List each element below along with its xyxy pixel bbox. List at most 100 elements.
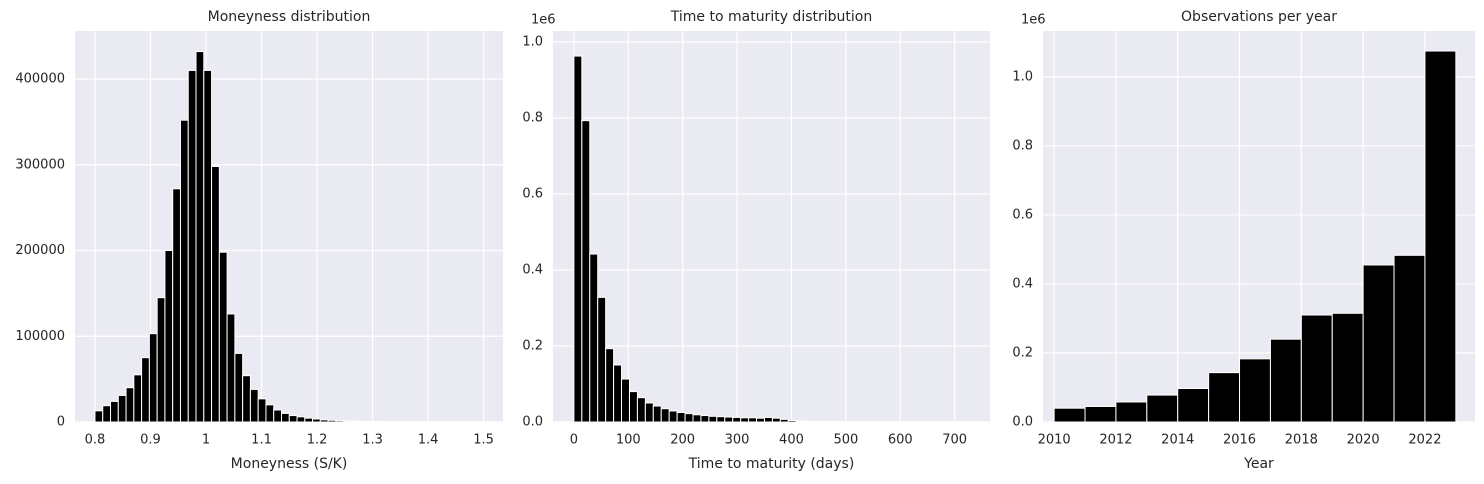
y-tick-label: 0.8 <box>1012 138 1033 153</box>
x-tick-label: 2020 <box>1347 433 1380 448</box>
histogram-bar <box>724 416 734 423</box>
y-tick-label: 0.0 <box>1012 415 1033 430</box>
histogram-bar <box>358 420 368 423</box>
x-tick-label: 2016 <box>1223 433 1256 448</box>
histogram-bar <box>597 296 607 423</box>
chart-title: Moneyness distribution <box>208 9 371 25</box>
y-tick-label: 0.4 <box>522 263 543 278</box>
histogram-bar <box>1084 405 1117 423</box>
histogram-bar <box>605 348 615 423</box>
histogram-bar <box>335 420 345 423</box>
histogram-bar <box>234 352 244 423</box>
histogram-bar <box>652 405 662 423</box>
histogram-bar <box>1146 394 1179 423</box>
histogram-bar <box>787 419 797 423</box>
x-tick-label: 0.8 <box>85 433 106 448</box>
x-tick-label: 2010 <box>1038 433 1071 448</box>
histogram-bar <box>1331 312 1364 423</box>
histogram-bar <box>1300 314 1333 423</box>
histogram-bar <box>94 410 104 423</box>
histogram-bar <box>304 417 314 423</box>
histogram-bar <box>179 119 189 423</box>
histogram-bar <box>732 416 742 423</box>
x-tick-label: 1 <box>202 433 210 448</box>
histogram-bar <box>668 410 678 423</box>
y-tick-label: 0.0 <box>522 415 543 430</box>
y-tick-label: 0.2 <box>522 339 543 354</box>
y-tick-label: 0.6 <box>1012 207 1033 222</box>
histogram-bar <box>312 418 321 423</box>
histogram-bar <box>156 297 166 423</box>
histogram-bar <box>242 375 251 423</box>
histogram-bar <box>660 408 670 423</box>
histogram-bar <box>164 250 174 423</box>
chart-title: Observations per year <box>1181 9 1337 25</box>
histogram-bar <box>133 374 143 423</box>
histogram-bar <box>581 120 591 423</box>
offset-text: 1e6 <box>531 13 556 28</box>
x-tick-label: 100 <box>616 433 641 448</box>
x-tick-label: 0.9 <box>140 433 161 448</box>
histogram-bar <box>110 400 119 423</box>
x-tick-label: 1.3 <box>362 433 383 448</box>
y-tick-label: 300000 <box>15 157 65 172</box>
histogram-bar <box>141 357 150 423</box>
histogram-bar <box>779 418 789 423</box>
histogram-bar <box>811 420 821 423</box>
histogram-bar <box>1393 254 1426 423</box>
y-tick-label: 1.0 <box>522 35 543 50</box>
x-tick-label: 300 <box>725 433 750 448</box>
histogram-bar <box>172 188 181 423</box>
histogram-bar <box>257 398 267 423</box>
histogram-bar <box>803 420 813 423</box>
histogram-bar <box>125 387 135 423</box>
y-tick-label: 0.8 <box>522 111 543 126</box>
histogram-bar <box>628 391 638 423</box>
offset-text: 1e6 <box>1021 13 1046 28</box>
x-axis-label: Year <box>1243 456 1274 472</box>
histogram-bar <box>187 69 197 423</box>
histogram-bar <box>288 415 298 423</box>
x-tick-label: 500 <box>833 433 858 448</box>
x-tick-label: 0 <box>570 433 578 448</box>
x-axis-label: Time to maturity (days) <box>688 456 855 472</box>
histogram-bar <box>676 412 686 423</box>
histogram-bar <box>273 409 283 423</box>
histogram-bar <box>1269 338 1302 423</box>
histogram-bar <box>195 51 205 423</box>
histogram-bar <box>366 420 376 423</box>
x-tick-label: 200 <box>670 433 695 448</box>
x-tick-label: 1.1 <box>251 433 272 448</box>
histogram-bar <box>621 378 630 423</box>
histogram-bar <box>203 69 213 423</box>
y-tick-label: 200000 <box>15 243 65 258</box>
chart-title: Time to maturity distribution <box>670 9 872 25</box>
histogram-bar <box>319 419 329 423</box>
x-tick-label: 1.4 <box>418 433 439 448</box>
histogram-bar <box>218 251 228 423</box>
histogram-bar <box>795 420 805 423</box>
plot-background <box>75 31 503 422</box>
histogram-bar <box>343 420 352 423</box>
histogram-bar <box>226 313 236 423</box>
histogram-bar <box>249 388 259 423</box>
histogram-bar <box>117 394 127 423</box>
histogram-bar <box>327 419 337 423</box>
x-tick-label: 600 <box>888 433 913 448</box>
histogram-bar <box>281 412 290 423</box>
histogram-bar <box>763 416 773 423</box>
histogram-bar <box>636 397 646 423</box>
histogram-bar <box>708 415 718 423</box>
histogram-bar <box>296 416 306 423</box>
histogram-bar <box>684 413 694 423</box>
histogram-bar <box>102 405 112 423</box>
histogram-bar <box>644 402 654 423</box>
y-tick-label: 0.4 <box>1012 276 1033 291</box>
y-tick-label: 0.6 <box>522 187 543 202</box>
plot-background <box>553 31 990 422</box>
histogram-bar <box>1208 372 1241 423</box>
histogram-bar <box>1177 388 1210 423</box>
histogram-bar <box>692 414 702 423</box>
histogram-bar <box>211 165 220 423</box>
